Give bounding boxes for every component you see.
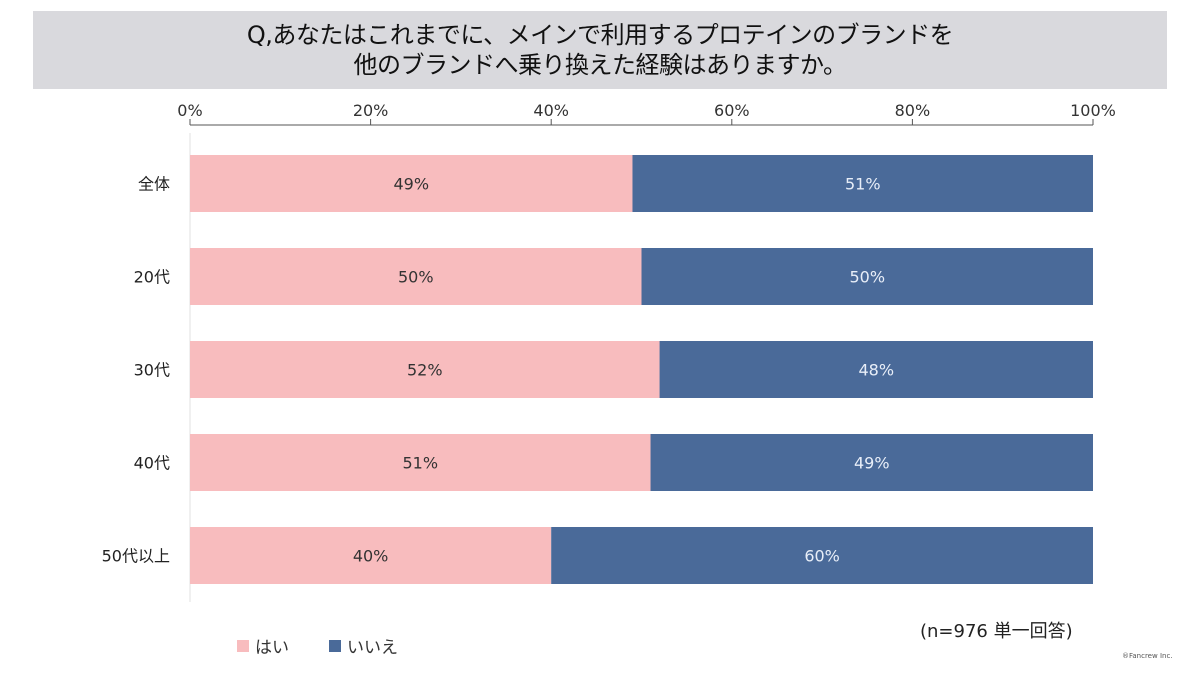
- chart-title-line-1: Q,あなたはこれまでに、メインで利用するプロテインのブランドを: [246, 21, 954, 49]
- legend-item-yes: はい: [237, 633, 289, 658]
- data-label-yes: 40%: [353, 547, 389, 566]
- category-label: 20代: [134, 268, 170, 287]
- sample-size-note: (n=976 単一回答): [920, 621, 1073, 642]
- bar-no: [632, 155, 1093, 212]
- bar-yes: [190, 248, 642, 305]
- x-tick-label: 80%: [895, 101, 931, 120]
- legend-swatch-no: [329, 639, 341, 652]
- data-label-no: 51%: [845, 175, 881, 194]
- bar-no: [659, 341, 1093, 398]
- category-label: 30代: [134, 361, 170, 380]
- category-label: 40代: [134, 454, 170, 473]
- data-label-yes: 51%: [402, 454, 438, 473]
- data-label-no: 48%: [858, 361, 894, 380]
- data-label-no: 60%: [804, 547, 840, 566]
- x-tick-label: 40%: [533, 101, 569, 120]
- bar-yes: [190, 434, 651, 491]
- bar-yes: [190, 341, 660, 398]
- chart-title-line-2: 他のブランドへ乗り換えた経験はありますか。: [353, 51, 847, 79]
- bar-yes: [190, 527, 552, 584]
- chart-title-box: Q,あなたはこれまでに、メインで利用するプロテインのブランドを 他のブランドへ乗…: [33, 11, 1167, 89]
- data-label-no: 49%: [854, 454, 890, 473]
- data-label-no: 50%: [849, 268, 885, 287]
- legend-label-yes: はい: [255, 638, 289, 658]
- x-tick-label: 100%: [1070, 101, 1116, 120]
- data-label-yes: 50%: [398, 268, 434, 287]
- copyright: ®Fancrew Inc.: [1122, 652, 1173, 660]
- data-label-yes: 52%: [407, 361, 443, 380]
- x-tick-label: 0%: [177, 101, 202, 120]
- category-label: 50代以上: [102, 547, 170, 566]
- x-tick-label: 60%: [714, 101, 750, 120]
- bar-no: [641, 248, 1093, 305]
- legend-swatch-yes: [237, 639, 249, 652]
- bar-no: [551, 527, 1093, 584]
- legend-label-no: いいえ: [347, 638, 398, 658]
- bar-no: [650, 434, 1093, 491]
- legend-item-no: いいえ: [329, 633, 398, 658]
- x-tick-label: 20%: [353, 101, 389, 120]
- data-label-yes: 49%: [393, 175, 429, 194]
- bar-yes: [190, 155, 633, 212]
- legend: はい いいえ: [237, 633, 398, 658]
- category-label: 全体: [138, 175, 170, 194]
